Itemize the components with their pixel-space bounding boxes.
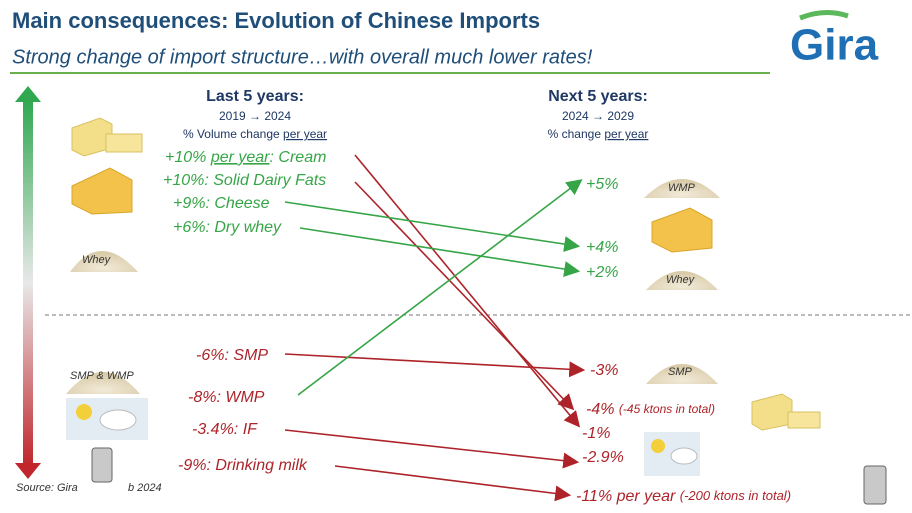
arrow [299, 227, 581, 277]
item: -1% [582, 425, 610, 442]
formula [651, 439, 665, 453]
item: +4% [586, 239, 618, 256]
arrow [354, 181, 575, 411]
item: +5% [586, 176, 618, 193]
formula [99, 409, 137, 431]
arrow-up [15, 86, 41, 102]
metric-part: % Volume change [183, 127, 283, 141]
item-part: : Cream [270, 149, 327, 166]
cheese [71, 167, 133, 215]
item: +10% per year: Cream [165, 149, 326, 166]
item: -11% per year (-200 ktons in total) [576, 488, 791, 505]
item: +2% [586, 264, 618, 281]
period: 2019 → 2024 [219, 109, 291, 123]
trend-bar [23, 100, 33, 465]
pictures [66, 117, 887, 505]
item-part: (-45 ktons in total) [619, 402, 715, 416]
powder [646, 271, 718, 290]
item: +10%: Solid Dairy Fats [163, 172, 326, 189]
source: b 2024 [128, 482, 162, 494]
powder [644, 179, 720, 198]
subtitle: Strong change of import structure…with o… [12, 46, 593, 68]
item: -3% [590, 362, 618, 379]
formula [670, 447, 698, 465]
milk-can [863, 465, 887, 505]
image-label: Whey [666, 274, 696, 286]
milk-can [91, 447, 113, 483]
arrow [354, 154, 581, 428]
metric: % Volume change per year [183, 127, 327, 141]
butter [751, 393, 793, 431]
item-part: (-200 ktons in total) [680, 488, 791, 503]
item: +6%: Dry whey [173, 219, 282, 236]
item: -2.9% [582, 449, 624, 466]
item-part: +10% [165, 149, 211, 166]
arrow-down [15, 463, 41, 479]
arrow [284, 201, 581, 253]
logo: Gira [790, 21, 879, 70]
cheese [651, 207, 713, 253]
metric-part: % change [548, 127, 605, 141]
item: -8%: WMP [188, 389, 265, 406]
image-label: SMP [668, 366, 693, 378]
image-label: SMP & WMP [70, 370, 134, 382]
arrow [334, 465, 572, 502]
item-part: -11% per year [576, 488, 680, 505]
arrows [284, 154, 586, 502]
source: Source: Gira [16, 482, 78, 494]
image-label: WMP [668, 182, 696, 194]
metric-part: per year [604, 127, 648, 141]
powder [70, 251, 138, 272]
item: -3.4%: IF [192, 421, 258, 438]
heading: Next 5 years: [548, 88, 648, 105]
butter [787, 411, 821, 429]
formula [76, 404, 92, 420]
arrow [284, 429, 580, 469]
metric-part: per year [283, 127, 327, 141]
item: -6%: SMP [196, 347, 268, 364]
item-part: per year [210, 149, 270, 166]
logo-accent [799, 10, 849, 21]
metric: % change per year [548, 127, 649, 141]
arrow [284, 353, 586, 378]
powder [646, 364, 718, 384]
item: -9%: Drinking milk [178, 457, 308, 474]
arrow [297, 179, 583, 396]
item: -4% (-45 ktons in total) [586, 401, 715, 418]
item: +9%: Cheese [173, 195, 270, 212]
butter [105, 133, 143, 153]
item-part: -4% [586, 401, 619, 418]
image-label: Whey [82, 254, 112, 266]
powder [66, 372, 140, 394]
heading: Last 5 years: [206, 88, 304, 105]
title: Main consequences: Evolution of Chinese … [12, 8, 540, 33]
period: 2024 → 2029 [562, 109, 634, 123]
